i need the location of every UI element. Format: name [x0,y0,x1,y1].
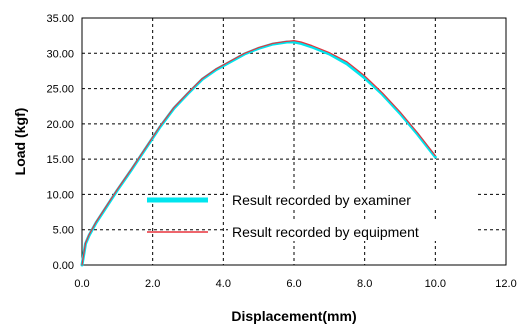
series-line-equipment [81,39,436,266]
x-tick-label: 2.0 [145,278,160,290]
x-tick-label: 8.0 [357,278,372,290]
y-tick-label: 35.00 [46,13,74,25]
x-tick-label: 12.0 [495,278,516,290]
y-tick-label: 25.00 [46,84,74,96]
legend-label-examiner: Result recorded by examiner [232,192,411,208]
x-tick-label: 0.0 [74,278,89,290]
y-tick-label: 20.00 [46,119,74,131]
legend-label-background [228,221,476,241]
y-axis-title: Load (kgf) [12,108,28,176]
plot-frame [81,17,507,266]
legend-label-equipment: Result recorded by equipment [232,224,419,240]
legend-label-background [228,189,476,209]
x-tick-label: 4.0 [216,278,231,290]
series-layer [80,39,437,267]
x-axis-ticks: 0.0 2.0 4.0 6.0 8.0 10.0 12.0 [74,278,516,290]
x-tick-label: 10.0 [425,278,446,290]
y-tick-label: 15.00 [46,154,74,166]
x-tick-label: 6.0 [286,278,301,290]
y-tick-label: 30.00 [46,48,74,60]
y-tick-label: 0.00 [53,260,74,272]
x-axis-title: Displacement(mm) [231,308,356,324]
legend: Result recorded by examiner Result recor… [147,189,476,241]
y-tick-label: 5.00 [53,225,74,237]
y-axis-ticks: 0.00 5.00 10.00 15.00 20.00 25.00 30.00 35.00 [46,13,74,272]
y-tick-label: 10.00 [46,189,74,201]
